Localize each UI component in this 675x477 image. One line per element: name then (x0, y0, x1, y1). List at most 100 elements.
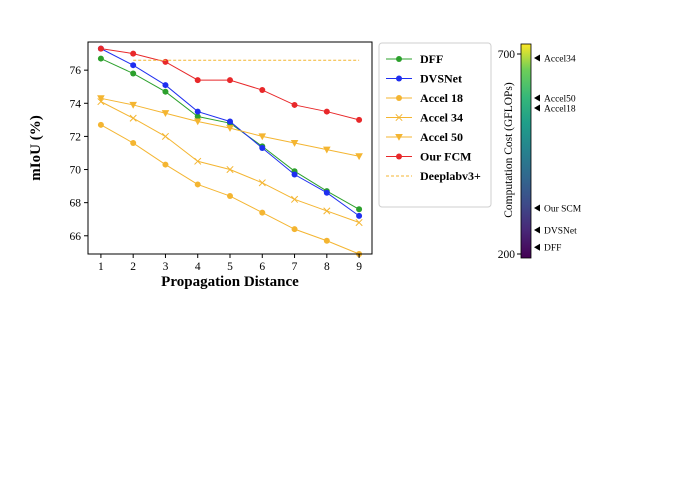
data-point (97, 45, 104, 52)
legend-entry: Deeplabv3+ (386, 169, 481, 183)
legend-label: DFF (420, 52, 443, 66)
legend-label: Deeplabv3+ (420, 169, 481, 183)
x-tick-label: 8 (324, 261, 330, 273)
legend-marker (396, 153, 402, 160)
x-tick-label: 2 (130, 261, 136, 273)
series-accel-34 (97, 98, 363, 227)
data-point (323, 237, 330, 244)
data-point (129, 114, 137, 122)
data-point (355, 218, 363, 227)
series-our-fcm (97, 45, 363, 123)
triangle-marker-icon (534, 226, 540, 234)
y-tick-label: 68 (70, 198, 82, 210)
data-point (227, 77, 233, 84)
data-point-stroke-b (129, 114, 137, 122)
data-point (356, 206, 363, 213)
colorbar-annotation-label: Accel18 (544, 105, 576, 115)
x-tick-label: 1 (98, 261, 104, 273)
legend-entry: Accel 50 (386, 130, 463, 144)
colorbar-annotation-label: DVSNet (544, 227, 577, 237)
x-tick-label: 4 (195, 261, 201, 273)
colorbar-annotation-label: Accel34 (544, 55, 576, 65)
colorbar-tick-label: 200 (498, 249, 516, 261)
data-point-stroke-b (194, 157, 202, 165)
legend-label: Accel 18 (420, 91, 463, 105)
data-point (291, 101, 298, 108)
x-tick-label: 7 (292, 261, 298, 273)
legend-marker-stroke-b (395, 113, 403, 122)
series-accel-50 (97, 95, 363, 161)
data-point (97, 95, 105, 103)
data-point (258, 179, 266, 187)
colorbar-annotation-label: DFF (544, 244, 561, 254)
data-point-stroke-b (323, 207, 331, 215)
data-point-stroke-b (161, 132, 170, 140)
data-point (194, 157, 202, 165)
colorbar-annotation: Accel34 (534, 54, 576, 65)
data-point (97, 55, 104, 62)
data-point (130, 140, 137, 147)
data-point (259, 209, 266, 216)
colorbar-ticks: 200 700 (498, 49, 521, 261)
data-point (194, 181, 201, 188)
legend-entry: Accel 18 (386, 91, 463, 105)
data-point (226, 165, 234, 174)
colorbar-title: Computation Cost (GFLOPs) (503, 82, 515, 218)
data-point (130, 70, 137, 77)
legend-marker (396, 95, 402, 101)
data-point (323, 108, 330, 115)
legend-entry: Accel 34 (386, 111, 463, 125)
data-point (227, 193, 233, 200)
data-point (162, 82, 169, 89)
y-tick-label: 70 (70, 165, 82, 177)
x-tick-label: 5 (227, 261, 233, 273)
legend-items: DFF DVSNet Accel 18 Accel 34 Accel 50 Our FCM… (386, 52, 481, 183)
colorbar-annotation: Accel50 (534, 94, 576, 105)
data-point (227, 118, 233, 125)
data-point-stroke-b (258, 179, 266, 187)
data-point (130, 62, 137, 69)
colorbar-annotation-label: Accel50 (544, 95, 576, 105)
legend-marker (395, 133, 403, 141)
colorbar-annotation: Accel18 (534, 104, 576, 115)
legend-entry: DVSNet (386, 72, 462, 86)
series-dvsnet (97, 45, 363, 219)
legend-entry: Our FCM (386, 150, 471, 164)
triangle-marker-icon (534, 204, 540, 212)
triangle-marker-icon (534, 54, 540, 62)
data-point (356, 212, 363, 219)
y-tick-label: 72 (70, 131, 82, 143)
x-tick-label: 3 (163, 261, 169, 273)
x-tick-label: 6 (259, 261, 265, 273)
data-point (356, 116, 363, 123)
data-point (226, 125, 234, 132)
y-axis-title: mIoU (%) (28, 115, 44, 180)
colorbar-gradient (520, 43, 532, 259)
data-point (194, 108, 201, 115)
legend-label: Our FCM (420, 150, 471, 164)
triangle-marker-icon (534, 94, 540, 102)
data-point (259, 87, 266, 94)
data-point (194, 113, 201, 120)
triangle-marker-icon (534, 104, 540, 112)
data-point (129, 101, 137, 109)
colorbar-annotation: Our SCM (534, 204, 582, 215)
data-point (162, 88, 169, 95)
colorbar-annotation: DFF (534, 243, 561, 254)
data-point-stroke-b (290, 195, 299, 203)
legend-label: DVSNet (420, 72, 462, 86)
x-tick-label: 9 (356, 261, 362, 273)
data-point (323, 189, 330, 196)
data-point (161, 132, 170, 140)
data-point (323, 207, 331, 215)
data-point (97, 121, 104, 128)
series-line (100, 48, 360, 121)
series-accel-18 (97, 121, 363, 257)
data-point (291, 171, 298, 178)
legend-box (378, 42, 492, 208)
triangle-marker-icon (534, 243, 540, 251)
data-point (161, 110, 170, 118)
data-point (355, 153, 363, 161)
